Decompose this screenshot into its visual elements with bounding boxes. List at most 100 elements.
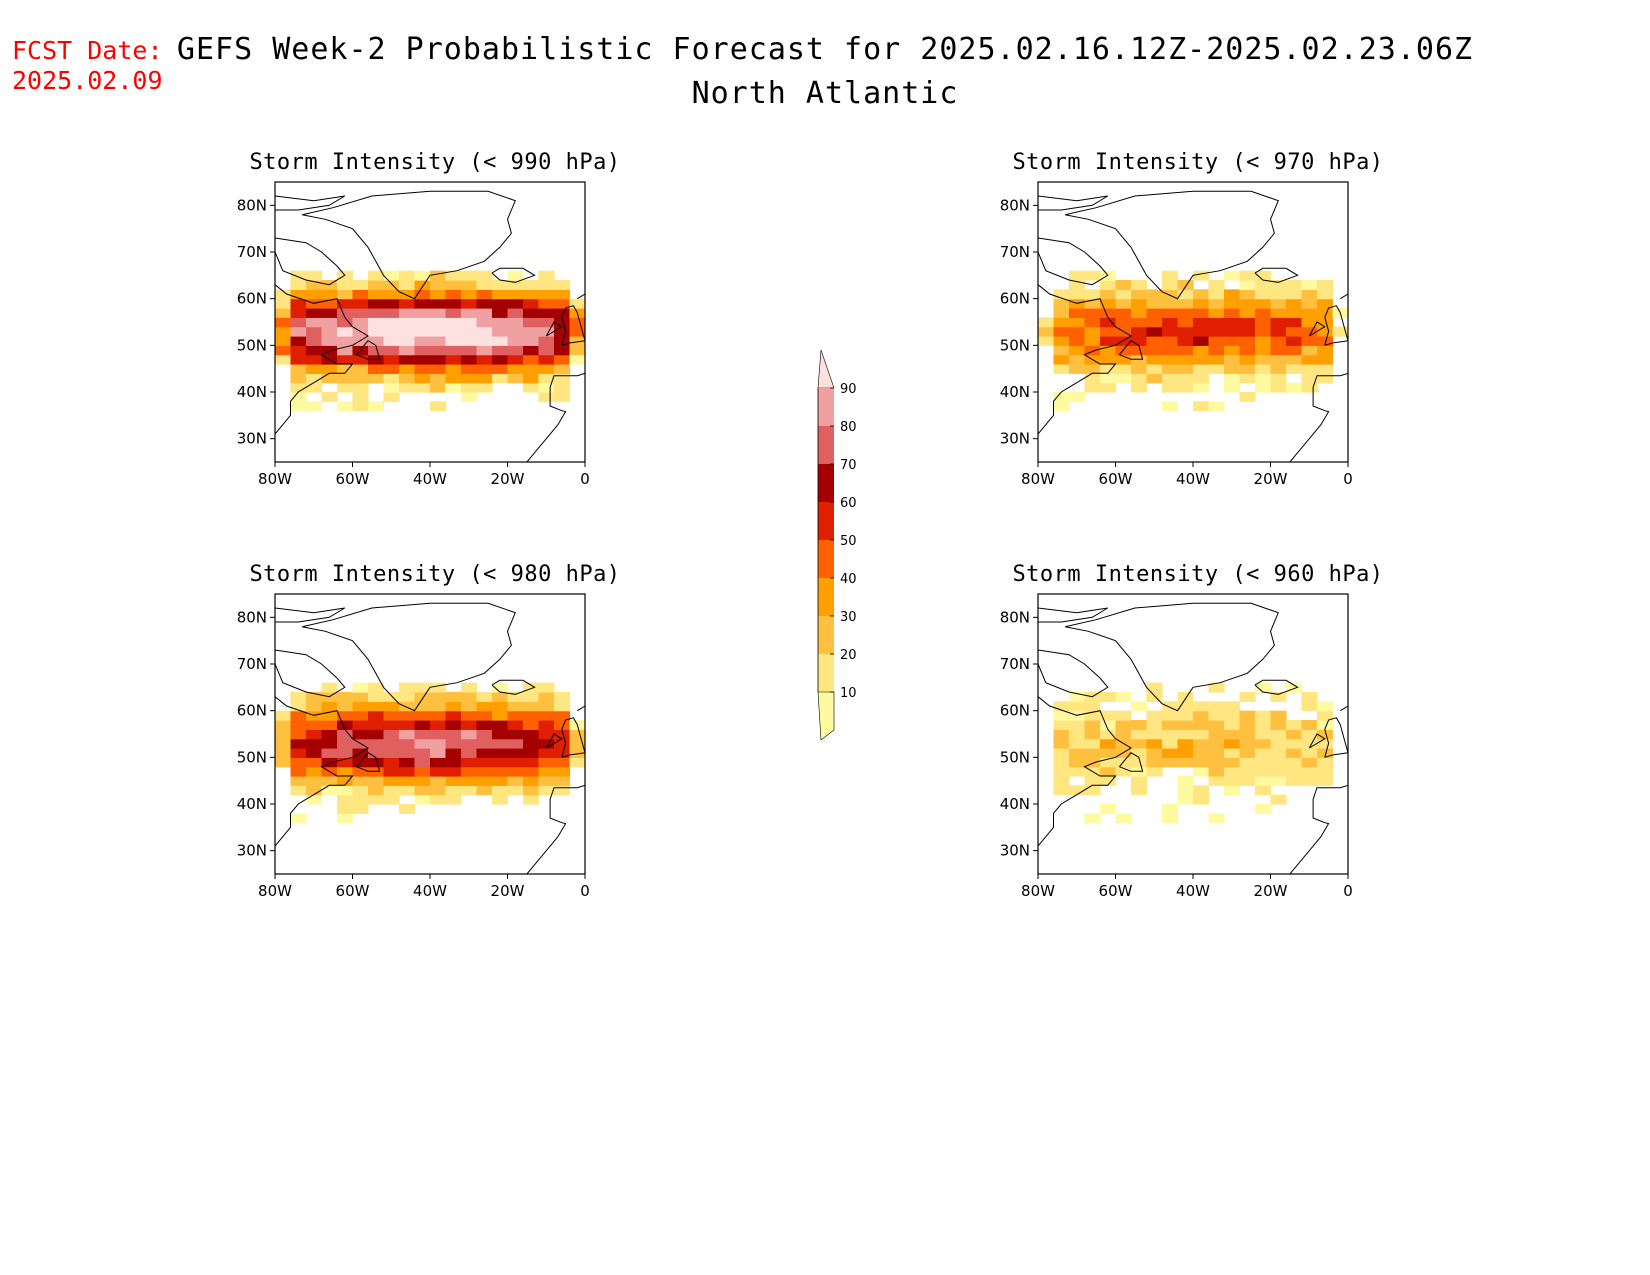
probability-cell: [1255, 270, 1272, 281]
probability-cell: [306, 692, 323, 702]
probability-cell: [306, 785, 323, 796]
probability-cell: [507, 701, 524, 712]
lat-tick-label: 80N: [237, 608, 267, 626]
probability-cell: [352, 720, 369, 730]
probability-cell: [275, 757, 292, 768]
probability-cell: [445, 776, 462, 786]
probability-cell: [523, 785, 540, 796]
probability-cell: [1069, 270, 1086, 281]
probability-cell: [1193, 317, 1210, 328]
probability-cell: [1177, 345, 1194, 356]
probability-cell: [1100, 738, 1117, 749]
probability-cell: [306, 757, 323, 768]
probability-cell: [1208, 738, 1225, 749]
probability-cell: [492, 345, 509, 356]
coastline: [275, 696, 369, 847]
probability-cell: [1177, 757, 1194, 768]
lon-tick-label: 0: [580, 470, 590, 488]
probability-cell: [1239, 317, 1256, 328]
probability-cell: [538, 682, 555, 693]
probability-cell: [1131, 738, 1148, 749]
probability-cell: [1301, 354, 1318, 365]
probability-cell: [1069, 701, 1086, 712]
probability-cell: [306, 326, 323, 337]
probability-cell: [1131, 748, 1148, 758]
probability-cell: [523, 280, 540, 290]
coastline: [1038, 195, 1109, 211]
probability-cell: [492, 364, 509, 374]
probability-cell: [492, 289, 509, 300]
coastline: [275, 284, 369, 435]
lon-tick-label: 40W: [413, 470, 447, 488]
probability-cell: [337, 710, 354, 721]
probability-cell: [321, 738, 338, 749]
probability-cell: [1053, 720, 1070, 730]
probability-cell: [1208, 701, 1225, 712]
probability-cell: [1053, 738, 1070, 749]
probability-cell: [1270, 336, 1287, 346]
probability-cell: [1100, 804, 1117, 814]
probability-cell: [1084, 757, 1101, 768]
probability-cell: [1286, 317, 1303, 328]
probability-cell: [1100, 373, 1117, 384]
probability-cell: [275, 345, 292, 356]
probability-cell: [1208, 710, 1225, 721]
probability-cell: [1177, 317, 1194, 328]
lon-tick-label: 40W: [1176, 882, 1210, 900]
probability-cell: [414, 336, 431, 346]
probability-cell: [1069, 785, 1086, 796]
probability-cell: [569, 317, 585, 328]
probability-cell: [290, 317, 307, 328]
probability-cell: [1193, 785, 1210, 796]
probability-cell: [476, 738, 493, 749]
probability-cell: [1301, 326, 1318, 337]
probability-cell: [1239, 373, 1256, 384]
probability-cell: [275, 720, 292, 730]
probability-cell: [492, 308, 509, 318]
probability-cell: [1115, 280, 1132, 290]
probability-cell: [1177, 326, 1194, 337]
probability-cell: [352, 364, 369, 374]
probability-cell: [1177, 738, 1194, 749]
probability-cell: [306, 401, 323, 412]
panel-title: Storm Intensity (< 960 hPa): [1012, 562, 1384, 587]
probability-cell: [368, 794, 385, 805]
probability-cell: [1301, 308, 1318, 318]
probability-cell: [1100, 354, 1117, 365]
probability-cell: [1053, 776, 1070, 786]
probability-cell: [445, 270, 462, 281]
probability-cell: [290, 701, 307, 712]
probability-cell: [399, 364, 416, 374]
probability-cell: [383, 289, 400, 300]
probability-cell: [1239, 748, 1256, 758]
probability-cell: [1131, 720, 1148, 730]
probability-cell: [1239, 692, 1256, 702]
probability-cell: [1239, 270, 1256, 281]
probability-cell: [554, 701, 571, 712]
probability-cell: [414, 757, 431, 768]
probability-cell: [538, 766, 555, 777]
probability-cell: [399, 354, 416, 365]
probability-cell: [538, 326, 555, 337]
probability-cell: [306, 720, 323, 730]
probability-cell: [492, 757, 509, 768]
probability-cell: [1115, 720, 1132, 730]
probability-cell: [414, 785, 431, 796]
probability-cell: [1270, 280, 1287, 290]
probability-cell: [290, 748, 307, 758]
probability-cell: [1115, 729, 1132, 740]
probability-cell: [523, 682, 540, 693]
probability-cell: [445, 748, 462, 758]
probability-cell: [1255, 785, 1272, 796]
probability-cell: [337, 813, 354, 824]
probability-cell: [368, 785, 385, 796]
probability-cell: [1177, 336, 1194, 346]
probability-cell: [290, 345, 307, 356]
probability-cell: [554, 373, 571, 384]
probability-cell: [306, 336, 323, 346]
probability-cell: [476, 373, 493, 384]
probability-cell: [368, 748, 385, 758]
lon-tick-label: 80W: [1021, 470, 1055, 488]
probability-cell: [1177, 720, 1194, 730]
probability-cell: [492, 738, 509, 749]
